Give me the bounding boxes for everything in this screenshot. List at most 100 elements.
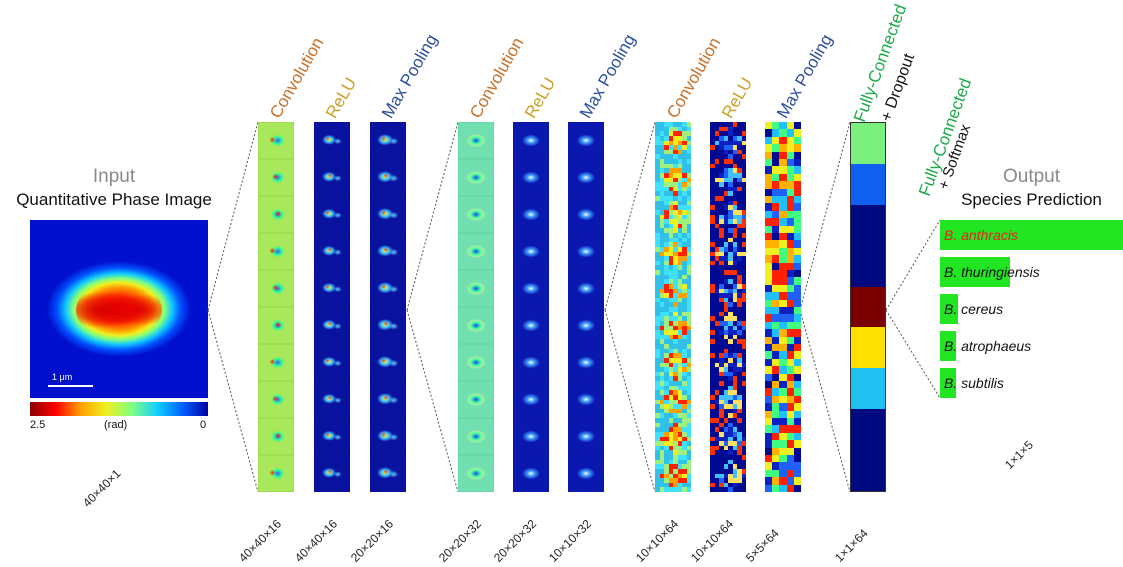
- prediction-label: B. cereus: [944, 301, 1003, 317]
- feature-map-tile: [458, 122, 494, 159]
- input-subtitle: Quantitative Phase Image: [16, 190, 212, 209]
- feature-map-tile: [258, 122, 294, 159]
- feature-map-tile: [370, 307, 406, 344]
- feature-map-tile: [765, 270, 801, 308]
- feature-map-tile: [370, 159, 406, 196]
- feature-map-tile: [765, 196, 801, 234]
- feature-map-strip: [258, 122, 294, 492]
- feature-map-tile: [314, 196, 350, 233]
- feature-map-tile: [710, 233, 746, 271]
- feature-map-tile: [258, 196, 294, 233]
- feature-map-tile: [370, 233, 406, 270]
- feature-map-tile: [258, 344, 294, 381]
- species-label: anthracis: [961, 227, 1018, 243]
- feature-map-tile: [370, 196, 406, 233]
- prediction-label: B. anthracis: [944, 227, 1018, 243]
- feature-map-tile: [710, 381, 746, 419]
- feature-map-strip: [513, 122, 549, 492]
- feature-map-tile: [513, 159, 549, 196]
- fc1-unit: [851, 245, 885, 288]
- feature-map-tile: [513, 344, 549, 381]
- feature-map-tile: [710, 307, 746, 345]
- feature-map-tile: [458, 270, 494, 307]
- feature-map-tile: [765, 233, 801, 271]
- output-subtitle: Species Prediction: [961, 190, 1102, 209]
- fc1-unit: [851, 368, 885, 410]
- feature-map-tile: [655, 307, 691, 345]
- feature-map-tile: [568, 455, 604, 492]
- feature-map-tile: [765, 455, 801, 492]
- feature-map-tile: [568, 381, 604, 418]
- feature-map-tile: [314, 270, 350, 307]
- feature-map-tile: [513, 196, 549, 233]
- prediction-label: B. atrophaeus: [944, 338, 1031, 354]
- feature-map-tile: [314, 381, 350, 418]
- colorbar-min-label: 2.5: [30, 419, 46, 431]
- colorbar-unit-label: (rad): [104, 419, 128, 431]
- feature-map-strip: [568, 122, 604, 492]
- feature-map-tile: [655, 233, 691, 271]
- feature-map-tile: [710, 196, 746, 234]
- feature-map-tile: [370, 418, 406, 455]
- feature-map-strip: [710, 122, 746, 492]
- feature-map-tile: [370, 122, 406, 159]
- feature-map-tile: [568, 159, 604, 196]
- feature-map-tile: [258, 233, 294, 270]
- output-title: Output: [1002, 166, 1061, 187]
- feature-map-tile: [655, 381, 691, 419]
- feature-map-tile: [258, 418, 294, 455]
- genus-label: B.: [944, 301, 958, 317]
- feature-map-tile: [710, 270, 746, 308]
- feature-map-tile: [765, 159, 801, 197]
- feature-map-tile: [258, 159, 294, 196]
- feature-map-strip: [370, 122, 406, 492]
- feature-map-tile: [513, 270, 549, 307]
- fc1-unit: [851, 327, 885, 369]
- prediction-label: B. thuringiensis: [944, 264, 1040, 280]
- feature-map-tile: [513, 233, 549, 270]
- feature-map-tile: [568, 344, 604, 381]
- prediction-bar: [940, 331, 957, 361]
- prediction-bar: [940, 368, 957, 398]
- feature-map-tile: [370, 455, 406, 492]
- genus-label: B.: [944, 227, 958, 243]
- feature-map-tile: [258, 381, 294, 418]
- feature-map-strip: [314, 122, 350, 492]
- scale-bar: [48, 385, 93, 387]
- feature-map-tile: [655, 122, 691, 160]
- species-label: atrophaeus: [961, 338, 1032, 354]
- feature-map-tile: [458, 418, 494, 455]
- scale-bar-label: 1 μm: [52, 372, 73, 382]
- feature-map-tile: [370, 344, 406, 381]
- fc1-strip: [850, 122, 886, 492]
- feature-map-tile: [513, 455, 549, 492]
- feature-map-tile: [568, 307, 604, 344]
- feature-map-tile: [314, 233, 350, 270]
- genus-label: B.: [944, 338, 958, 354]
- species-label: thuringiensis: [961, 264, 1040, 280]
- colorbar-max-label: 0: [200, 419, 207, 431]
- prediction-label: B. subtilis: [944, 375, 1004, 391]
- prediction-bar: [940, 294, 959, 324]
- feature-map-tile: [458, 381, 494, 418]
- feature-map-tile: [765, 307, 801, 345]
- feature-map-tile: [568, 196, 604, 233]
- feature-map-tile: [458, 307, 494, 344]
- feature-map-tile: [710, 455, 746, 492]
- feature-map-tile: [568, 418, 604, 455]
- prediction-bar: [940, 257, 1010, 287]
- phase-image: 1 μm: [30, 220, 208, 398]
- feature-map-tile: [655, 159, 691, 197]
- fc1-unit: [851, 123, 885, 165]
- feature-map-tile: [314, 159, 350, 196]
- colorbar: [30, 402, 208, 416]
- feature-map-tile: [458, 455, 494, 492]
- feature-map-tile: [458, 233, 494, 270]
- feature-map-tile: [513, 381, 549, 418]
- genus-label: B.: [944, 375, 958, 391]
- fc1-unit: [851, 163, 885, 206]
- feature-map-tile: [258, 455, 294, 492]
- feature-map-tile: [710, 418, 746, 456]
